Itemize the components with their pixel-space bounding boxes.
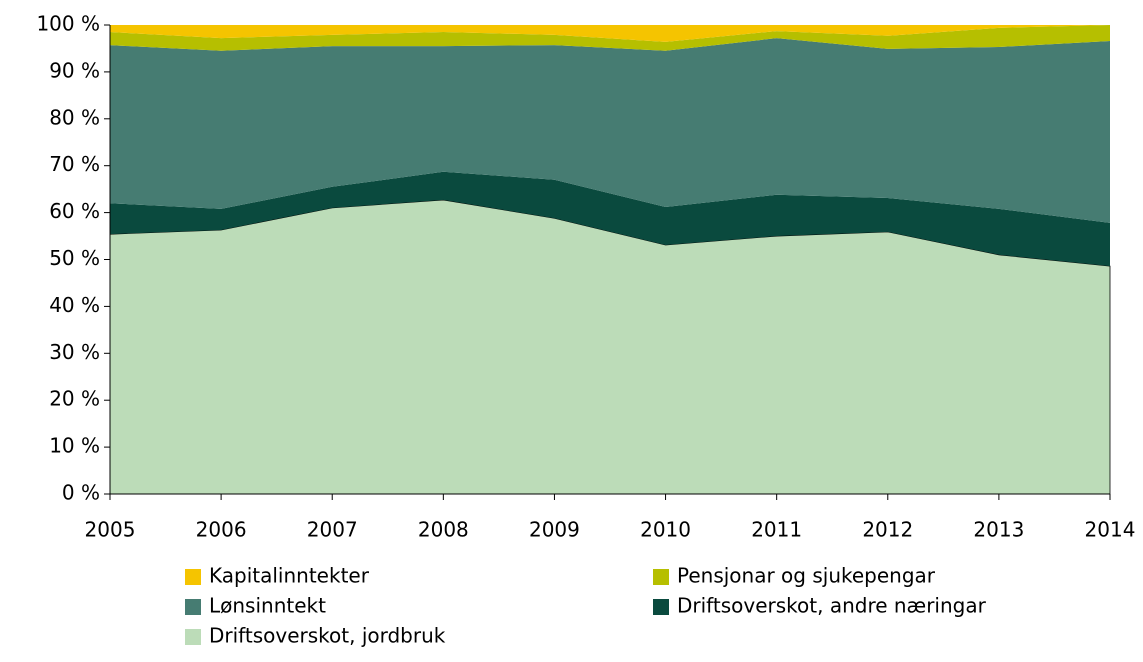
- x-tick-label: 2008: [418, 518, 469, 542]
- legend-swatch: [653, 569, 669, 585]
- y-tick-label: 10 %: [49, 434, 100, 458]
- area: [110, 38, 1110, 223]
- legend-label: Driftsoverskot, andre næringar: [677, 594, 987, 618]
- legend-label: Pensjonar og sjukepengar: [677, 564, 936, 588]
- x-tick-label: 2005: [85, 518, 136, 542]
- legend-swatch: [185, 599, 201, 615]
- area: [110, 171, 1110, 267]
- y-tick-label: 70 %: [49, 152, 100, 176]
- y-tick-label: 40 %: [49, 293, 100, 317]
- y-tick-label: 80 %: [49, 105, 100, 129]
- x-tick-label: 2011: [751, 518, 802, 542]
- x-tick-label: 2006: [196, 518, 247, 542]
- x-tick-label: 2013: [973, 518, 1024, 542]
- y-tick-label: 50 %: [49, 246, 100, 270]
- x-tick-label: 2007: [307, 518, 358, 542]
- area: [110, 25, 1110, 42]
- legend-swatch: [653, 599, 669, 615]
- y-tick-label: 30 %: [49, 340, 100, 364]
- legend-label: Kapitalinntekter: [209, 564, 370, 588]
- x-tick-label: 2014: [1085, 518, 1136, 542]
- legend-label: Driftsoverskot, jordbruk: [209, 624, 446, 648]
- y-tick-label: 60 %: [49, 199, 100, 223]
- legend-label: Lønsinntekt: [209, 594, 326, 618]
- legend-swatch: [185, 629, 201, 645]
- y-tick-label: 90 %: [49, 58, 100, 82]
- x-tick-label: 2012: [862, 518, 913, 542]
- legend-swatch: [185, 569, 201, 585]
- y-tick-label: 100 %: [36, 12, 100, 36]
- x-tick-label: 2009: [529, 518, 580, 542]
- area: [110, 25, 1110, 51]
- y-tick-label: 0 %: [62, 481, 100, 505]
- y-tick-label: 20 %: [49, 387, 100, 411]
- x-tick-label: 2010: [640, 518, 691, 542]
